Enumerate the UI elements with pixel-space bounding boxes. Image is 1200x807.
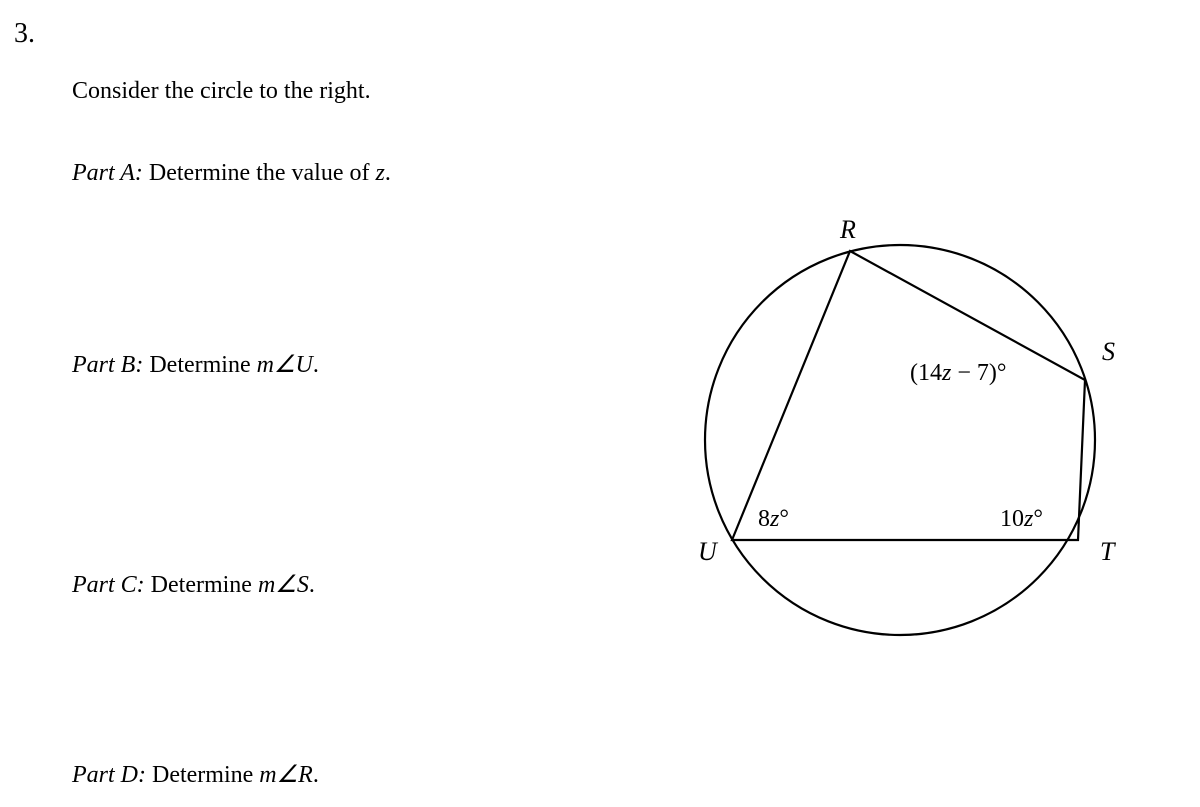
problem-number: 3. xyxy=(14,18,35,50)
circle-diagram: R S T U (14z − 7)° 8z° 10z° xyxy=(640,200,1160,660)
circle-shape xyxy=(705,245,1095,635)
part-c-text: Determine xyxy=(145,572,258,598)
part-d: Part D: Determine m∠R. xyxy=(72,760,319,789)
part-a-var: z xyxy=(375,160,384,186)
point-label-S: S xyxy=(1102,337,1115,366)
part-c-sym: m∠S xyxy=(258,572,309,598)
part-c: Part C: Determine m∠S. xyxy=(72,570,315,599)
part-a-suffix: . xyxy=(385,160,391,186)
angle-label-T: 10z° xyxy=(1000,506,1043,532)
point-label-U: U xyxy=(698,537,719,566)
part-a: Part A: Determine the value of z. xyxy=(72,160,391,187)
intro-text: Consider the circle to the right. xyxy=(72,78,371,105)
part-c-prefix: Part C: xyxy=(72,572,145,598)
part-c-suffix: . xyxy=(309,572,315,598)
angle-label-S: (14z − 7)° xyxy=(910,360,1006,386)
inscribed-quadrilateral xyxy=(732,251,1085,540)
angle-label-U: 8z° xyxy=(758,506,789,532)
part-b-suffix: . xyxy=(313,352,319,378)
part-b-prefix: Part B: xyxy=(72,352,143,378)
part-b: Part B: Determine m∠U. xyxy=(72,350,319,379)
point-label-R: R xyxy=(839,215,856,244)
part-d-sym: m∠R xyxy=(259,762,313,788)
part-a-prefix: Part A: xyxy=(72,160,143,186)
part-b-sym: m∠U xyxy=(257,352,313,378)
part-d-text: Determine xyxy=(146,762,259,788)
part-a-text: Determine the value of xyxy=(143,160,376,186)
part-d-suffix: . xyxy=(313,762,319,788)
point-label-T: T xyxy=(1100,537,1116,566)
part-d-prefix: Part D: xyxy=(72,762,146,788)
circle-svg: R S T U (14z − 7)° 8z° 10z° xyxy=(640,200,1160,660)
part-b-text: Determine xyxy=(143,352,256,378)
